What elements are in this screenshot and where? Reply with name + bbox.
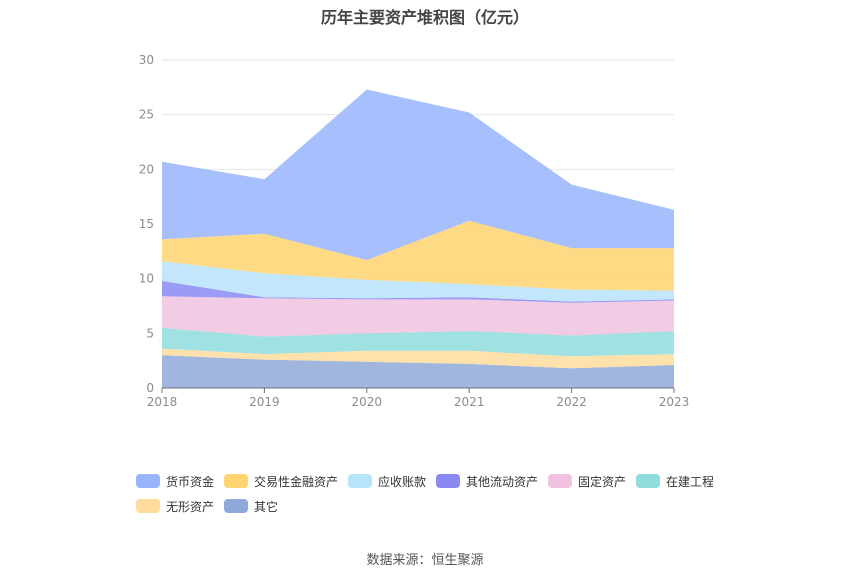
area-应收账款[interactable] <box>162 261 674 302</box>
legend-item[interactable]: 其它 <box>224 497 278 515</box>
legend-label: 在建工程 <box>666 474 715 489</box>
legend-item[interactable]: 货币资金 <box>136 472 214 490</box>
x-tick-label: 2018 <box>147 395 178 409</box>
y-tick-label: 20 <box>139 162 154 176</box>
area-其它[interactable] <box>162 355 674 388</box>
legend-label: 固定资产 <box>578 474 627 489</box>
x-tick-label: 2020 <box>352 395 383 409</box>
area-series <box>162 89 674 388</box>
area-货币资金[interactable] <box>162 89 674 261</box>
legend-swatch <box>136 474 160 488</box>
x-tick-label: 2023 <box>659 395 690 409</box>
y-tick-label: 30 <box>139 53 154 67</box>
legend-swatch <box>224 499 248 513</box>
area-在建工程[interactable] <box>162 327 674 357</box>
legend-item[interactable]: 在建工程 <box>636 472 714 490</box>
legend-item[interactable]: 固定资产 <box>548 472 626 490</box>
legend-item[interactable]: 交易性金融资产 <box>224 472 338 490</box>
x-tick-label: 2022 <box>556 395 587 409</box>
legend-swatch <box>136 499 160 513</box>
x-tick-label: 2019 <box>249 395 280 409</box>
legend-swatch <box>224 474 248 488</box>
legend-label: 其他流动资产 <box>466 474 539 489</box>
y-tick-label: 25 <box>139 108 154 122</box>
legend-label: 应收账款 <box>378 474 427 489</box>
y-tick-label: 10 <box>139 272 154 286</box>
legend-item[interactable]: 其他流动资产 <box>436 472 538 490</box>
legend-label: 无形资产 <box>166 499 215 514</box>
chart-title: 历年主要资产堆积图（亿元） <box>320 8 529 27</box>
legend-label: 货币资金 <box>166 474 215 489</box>
legend-label: 交易性金融资产 <box>254 474 339 489</box>
area-其他流动资产[interactable] <box>162 280 674 303</box>
source-note: 数据来源：恒生聚源 <box>366 553 484 568</box>
legend-label: 其它 <box>254 499 279 514</box>
x-tick-label: 2021 <box>454 395 485 409</box>
legend-item[interactable]: 无形资产 <box>136 497 214 515</box>
area-固定资产[interactable] <box>162 296 674 337</box>
y-tick-label: 0 <box>146 381 154 395</box>
area-交易性金融资产[interactable] <box>162 220 674 291</box>
legend-swatch <box>548 474 572 488</box>
legend-item[interactable]: 应收账款 <box>348 472 426 490</box>
y-tick-label: 5 <box>146 326 154 340</box>
area-无形资产[interactable] <box>162 348 674 369</box>
legend-swatch <box>348 474 372 488</box>
axes: 0 5 10 15 20 25 30 2018 2019 2020 2021 2022 2023 <box>139 53 690 409</box>
y-tick-label: 15 <box>139 217 154 231</box>
legend-swatch <box>436 474 460 488</box>
legend-swatch <box>636 474 660 488</box>
